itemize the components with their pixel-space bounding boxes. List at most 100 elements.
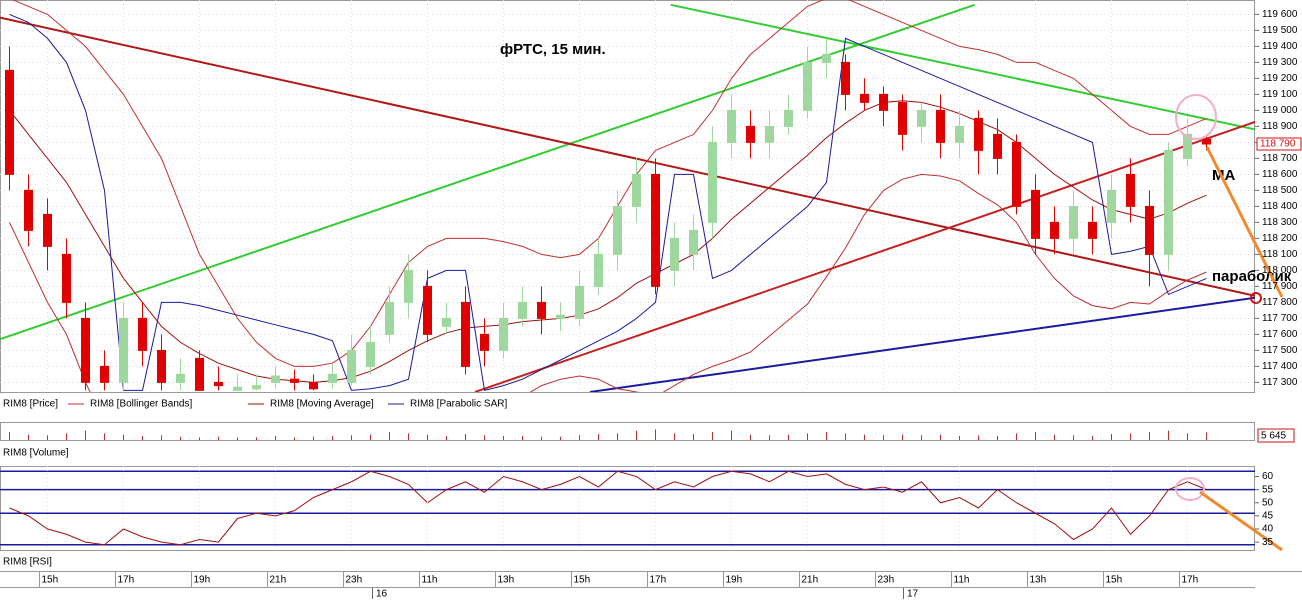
y-tick-label: 117 300 — [1262, 377, 1298, 388]
candle-body — [974, 117, 983, 151]
moving-average — [9, 100, 1207, 383]
current-price-label: 118 790 — [1260, 139, 1296, 150]
target-circle — [1250, 292, 1262, 304]
y-tick-label: 55 — [1262, 484, 1274, 495]
rsi-line — [9, 470, 1207, 546]
candle-body — [176, 373, 185, 383]
candle-body — [860, 93, 869, 103]
candle-body — [803, 61, 812, 111]
candle-body — [632, 173, 641, 207]
x-tick-label: 19h — [194, 575, 211, 586]
panel-label: RIM8 [RSI] — [3, 557, 52, 568]
x-tick-label: 21h — [270, 575, 287, 586]
bollinger-band — [9, 173, 1207, 392]
y-tick-label: 119 100 — [1262, 89, 1298, 100]
candle-body — [62, 253, 71, 303]
x-tick-label: 17h — [1182, 575, 1199, 586]
price-panel — [0, 0, 1255, 393]
y-tick-label: 119 500 — [1262, 25, 1298, 36]
legend-entry: RIM8 [Parabolic SAR] — [410, 399, 507, 410]
y-tick-label: 35 — [1262, 537, 1274, 548]
legend-entry: RIM8 [Bollinger Bands] — [90, 399, 192, 410]
current-volume-label: 5 645 — [1261, 431, 1286, 442]
candle-body — [1107, 189, 1116, 223]
y-tick-label: 118 100 — [1262, 249, 1298, 260]
candle-body — [233, 386, 242, 391]
x-tick-label: 17h — [118, 575, 135, 586]
trend-line — [0, 16, 1255, 297]
arrow — [1199, 490, 1283, 552]
x-tick-label: 13h — [1030, 575, 1047, 586]
trend-line — [589, 296, 1255, 392]
candle-body — [841, 61, 850, 95]
candle-body — [81, 317, 90, 383]
candle-body — [1202, 138, 1211, 145]
candle-body — [898, 101, 907, 135]
day-label: 16 — [376, 589, 388, 599]
highlight-circle — [1175, 94, 1217, 140]
annotation: параболик — [1212, 268, 1292, 285]
candle-body — [1012, 141, 1021, 207]
bollinger-band — [12, 0, 1207, 367]
candle-body — [43, 213, 52, 247]
trend-line — [670, 3, 1255, 131]
candle-body — [366, 341, 375, 367]
candle-body — [195, 357, 204, 391]
y-tick-label: 118 900 — [1262, 121, 1298, 132]
x-tick-label: 11h — [422, 575, 438, 586]
candle-body — [290, 378, 299, 383]
current-price-box — [1256, 137, 1302, 151]
candle-body — [784, 109, 793, 127]
candle-body — [480, 333, 489, 351]
candle-body — [955, 125, 964, 143]
x-tick-label: 13h — [498, 575, 515, 586]
x-tick-label: 15h — [1106, 575, 1123, 586]
candle-body — [328, 373, 337, 383]
candle-body — [1088, 221, 1097, 239]
x-tick-label: 23h — [346, 575, 363, 586]
candle-body — [214, 381, 223, 387]
legend-entry: RIM8 [Moving Average] — [270, 399, 374, 410]
y-tick-label: 118 300 — [1262, 217, 1298, 228]
x-tick-label: 11h — [954, 575, 970, 586]
candle-body — [119, 317, 128, 383]
candle-body — [822, 53, 831, 63]
y-tick-label: 117 600 — [1262, 329, 1298, 340]
candle-body — [347, 349, 356, 383]
x-tick-label: 21h — [802, 575, 819, 586]
candle-body — [1069, 205, 1078, 239]
candle-body — [613, 205, 622, 255]
candle-body — [1126, 173, 1135, 207]
day-label: 17 — [907, 589, 919, 599]
y-tick-label: 60 — [1262, 471, 1274, 482]
y-tick-label: 45 — [1262, 511, 1274, 522]
candle-body — [993, 133, 1002, 159]
rsi-panel — [0, 466, 1255, 551]
x-tick-label: 23h — [878, 575, 895, 586]
candle-body — [651, 173, 660, 287]
current-volume-box — [1257, 428, 1295, 443]
y-tick-label: 118 600 — [1262, 169, 1298, 180]
candle-body — [1031, 189, 1040, 239]
y-tick-label: 118 700 — [1262, 153, 1298, 164]
candle-body — [670, 237, 679, 271]
y-tick-label: 40 — [1262, 524, 1274, 535]
candle-body — [518, 301, 527, 319]
candle-body — [404, 269, 413, 303]
y-tick-label: 118 000 — [1262, 265, 1298, 276]
candle-body — [575, 285, 584, 319]
candle-body — [879, 93, 888, 111]
candle-body — [5, 69, 14, 175]
x-tick-label: 15h — [574, 575, 591, 586]
legend-entry: RIM8 [Price] — [3, 399, 58, 410]
parabolic-sar — [9, 13, 1207, 392]
candle-body — [271, 375, 280, 383]
y-tick-label: 117 400 — [1262, 361, 1298, 372]
highlight-circle — [1175, 477, 1205, 501]
y-tick-label: 117 500 — [1262, 345, 1298, 356]
candle-body — [461, 301, 470, 367]
y-tick-label: 119 600 — [1262, 9, 1298, 20]
y-tick-label: 117 800 — [1262, 297, 1298, 308]
